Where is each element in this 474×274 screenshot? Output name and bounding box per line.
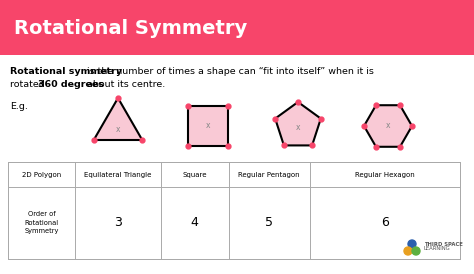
- Text: Regular Pentagon: Regular Pentagon: [238, 172, 300, 178]
- Text: x: x: [206, 121, 210, 130]
- Text: Rotational symmetry: Rotational symmetry: [10, 67, 122, 76]
- Text: THIRD SPACE: THIRD SPACE: [424, 241, 463, 247]
- Text: is the number of times a shape can “fit into itself” when it is: is the number of times a shape can “fit …: [84, 67, 374, 76]
- Text: LEARNING: LEARNING: [424, 247, 451, 252]
- Polygon shape: [364, 105, 412, 147]
- Text: Square: Square: [182, 172, 207, 178]
- Text: Equilateral Triangle: Equilateral Triangle: [84, 172, 152, 178]
- Polygon shape: [188, 106, 228, 146]
- Circle shape: [412, 247, 420, 255]
- Text: x: x: [296, 124, 300, 133]
- Polygon shape: [94, 98, 142, 140]
- Text: x: x: [386, 121, 390, 130]
- Text: x: x: [116, 125, 120, 135]
- Circle shape: [404, 247, 412, 255]
- Text: 2D Polygon: 2D Polygon: [22, 172, 61, 178]
- Text: 3: 3: [114, 216, 122, 230]
- FancyBboxPatch shape: [8, 162, 460, 259]
- Text: Order of
Rotational
Symmetry: Order of Rotational Symmetry: [24, 212, 59, 235]
- Text: 5: 5: [265, 216, 273, 230]
- Text: Regular Hexagon: Regular Hexagon: [355, 172, 415, 178]
- Circle shape: [408, 240, 416, 248]
- FancyBboxPatch shape: [0, 0, 474, 55]
- Text: rotated: rotated: [10, 80, 48, 89]
- Text: about its centre.: about its centre.: [84, 80, 165, 89]
- Text: 4: 4: [191, 216, 199, 230]
- Text: 6: 6: [381, 216, 389, 230]
- Text: Rotational Symmetry: Rotational Symmetry: [14, 19, 247, 38]
- Text: 360 degrees: 360 degrees: [38, 80, 104, 89]
- Text: E.g.: E.g.: [10, 102, 28, 111]
- Polygon shape: [275, 102, 321, 145]
